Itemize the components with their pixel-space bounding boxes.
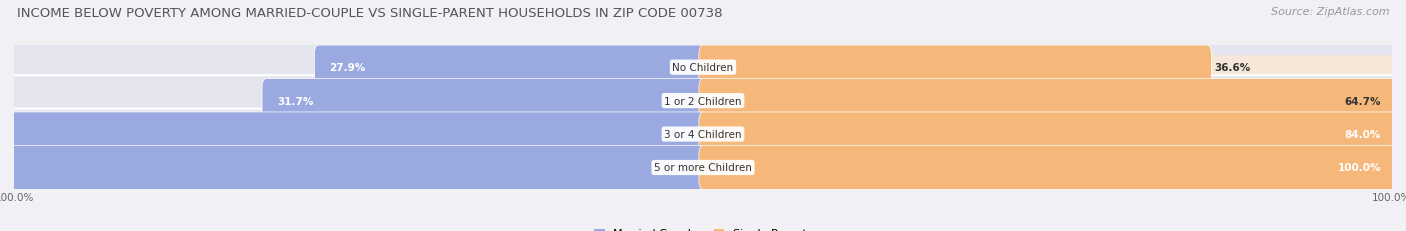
FancyBboxPatch shape: [315, 46, 707, 90]
Legend: Married Couples, Single Parents: Married Couples, Single Parents: [593, 228, 813, 231]
FancyBboxPatch shape: [8, 109, 1398, 160]
FancyBboxPatch shape: [8, 76, 1398, 126]
FancyBboxPatch shape: [8, 43, 1398, 93]
FancyBboxPatch shape: [703, 122, 1392, 146]
Text: 3 or 4 Children: 3 or 4 Children: [664, 130, 742, 140]
Text: 27.9%: 27.9%: [329, 63, 366, 73]
Text: INCOME BELOW POVERTY AMONG MARRIED-COUPLE VS SINGLE-PARENT HOUSEHOLDS IN ZIP COD: INCOME BELOW POVERTY AMONG MARRIED-COUPL…: [17, 7, 723, 20]
FancyBboxPatch shape: [699, 46, 1212, 90]
Text: 1 or 2 Children: 1 or 2 Children: [664, 96, 742, 106]
FancyBboxPatch shape: [699, 79, 1396, 123]
FancyBboxPatch shape: [8, 143, 1398, 193]
FancyBboxPatch shape: [699, 112, 1396, 156]
Text: 5 or more Children: 5 or more Children: [654, 163, 752, 173]
FancyBboxPatch shape: [703, 156, 1392, 180]
FancyBboxPatch shape: [699, 146, 1396, 190]
Text: 36.6%: 36.6%: [1215, 63, 1250, 73]
Text: No Children: No Children: [672, 63, 734, 73]
FancyBboxPatch shape: [703, 56, 1392, 80]
FancyBboxPatch shape: [0, 146, 707, 190]
FancyBboxPatch shape: [703, 89, 1392, 113]
Text: 31.7%: 31.7%: [277, 96, 314, 106]
Text: 64.7%: 64.7%: [1344, 96, 1381, 106]
Text: Source: ZipAtlas.com: Source: ZipAtlas.com: [1271, 7, 1389, 17]
Text: 84.0%: 84.0%: [1344, 130, 1381, 140]
Text: 100.0%: 100.0%: [1337, 163, 1381, 173]
FancyBboxPatch shape: [262, 79, 707, 123]
FancyBboxPatch shape: [0, 112, 707, 156]
